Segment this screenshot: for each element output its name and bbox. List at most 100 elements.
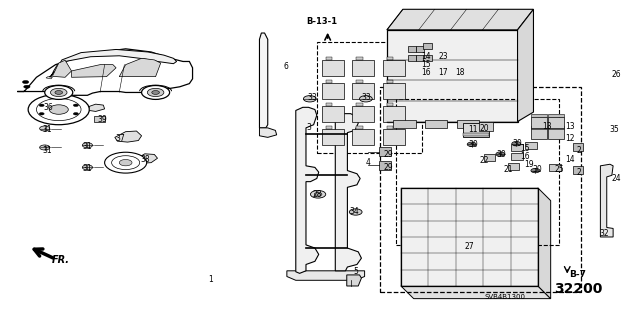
Text: 30: 30 [468, 140, 479, 149]
Bar [326, 80, 332, 83]
Bar [531, 126, 547, 129]
Bar [415, 55, 424, 61]
Text: 25: 25 [555, 165, 564, 174]
Text: 26: 26 [611, 70, 621, 78]
Circle shape [49, 105, 68, 114]
Bar [326, 103, 332, 106]
Bar [380, 161, 391, 170]
Bar [408, 46, 416, 52]
Circle shape [83, 143, 93, 148]
Text: 38: 38 [140, 155, 150, 164]
Text: 32200: 32200 [554, 282, 602, 296]
Polygon shape [347, 275, 362, 286]
Circle shape [28, 94, 90, 125]
Polygon shape [72, 65, 116, 77]
Bar [548, 114, 564, 117]
Text: FR.: FR. [52, 255, 70, 265]
Circle shape [55, 91, 63, 94]
Polygon shape [90, 104, 104, 111]
Polygon shape [538, 188, 550, 299]
Text: 15: 15 [421, 60, 431, 69]
Circle shape [531, 168, 540, 173]
Text: 24: 24 [611, 174, 621, 183]
Bar [463, 133, 489, 136]
Bar [525, 142, 537, 149]
Text: 27: 27 [464, 242, 474, 251]
Bar [394, 120, 415, 128]
Circle shape [45, 85, 73, 100]
Text: 1: 1 [208, 275, 212, 284]
Bar [423, 55, 431, 61]
Polygon shape [335, 114, 362, 271]
Polygon shape [401, 286, 550, 299]
Text: 13: 13 [566, 122, 575, 131]
Circle shape [83, 165, 93, 170]
Bar [356, 126, 363, 130]
Bar [549, 164, 561, 171]
Polygon shape [119, 58, 161, 77]
Bar [531, 117, 547, 128]
Bar [573, 166, 582, 174]
Bar [548, 128, 564, 139]
Text: 3: 3 [306, 123, 311, 132]
Bar [463, 123, 489, 137]
Bar [317, 42, 422, 153]
Text: 18: 18 [456, 68, 465, 77]
Bar [387, 103, 394, 106]
Circle shape [22, 80, 29, 84]
Circle shape [360, 96, 372, 102]
Circle shape [104, 152, 147, 173]
Text: 19: 19 [524, 160, 534, 169]
Bar [94, 116, 105, 122]
Text: 22: 22 [479, 156, 489, 165]
Text: 23: 23 [438, 52, 448, 61]
Circle shape [349, 209, 362, 215]
Bar [396, 100, 559, 245]
Polygon shape [49, 49, 177, 77]
Bar [353, 83, 374, 99]
Circle shape [467, 142, 476, 146]
Circle shape [74, 113, 79, 115]
Text: 30: 30 [497, 150, 506, 159]
Polygon shape [115, 131, 141, 142]
Text: SVB4B1300: SVB4B1300 [484, 294, 525, 300]
Text: 32: 32 [600, 229, 609, 238]
Polygon shape [52, 60, 72, 77]
Text: 15: 15 [520, 144, 530, 153]
Text: 33: 33 [361, 93, 371, 102]
Polygon shape [259, 33, 268, 128]
Bar [573, 143, 582, 151]
Circle shape [496, 152, 505, 156]
Text: 28: 28 [312, 190, 321, 199]
Bar [457, 120, 479, 128]
Circle shape [39, 113, 44, 115]
Bar [508, 163, 520, 170]
Bar [387, 80, 394, 83]
Bar [401, 188, 538, 286]
Text: 13: 13 [542, 122, 552, 131]
Circle shape [147, 88, 164, 97]
Text: 14: 14 [566, 155, 575, 164]
Text: 39: 39 [97, 115, 107, 124]
Bar [353, 60, 374, 76]
Circle shape [512, 141, 521, 146]
Text: 31: 31 [42, 145, 52, 154]
Text: 2: 2 [577, 168, 581, 177]
Bar [425, 120, 447, 128]
Polygon shape [287, 271, 365, 280]
Text: 21: 21 [503, 165, 513, 174]
Circle shape [141, 85, 170, 100]
Bar [387, 57, 394, 60]
Circle shape [51, 88, 67, 97]
Text: 31: 31 [82, 142, 92, 151]
Text: 29: 29 [383, 163, 393, 172]
Text: 36: 36 [43, 103, 52, 112]
Bar [322, 83, 344, 99]
Bar [383, 130, 404, 145]
Bar [531, 128, 547, 139]
Text: 30: 30 [513, 138, 522, 148]
Text: 16: 16 [421, 68, 431, 77]
Bar [322, 106, 344, 122]
Bar [326, 57, 332, 60]
Bar [423, 43, 431, 49]
